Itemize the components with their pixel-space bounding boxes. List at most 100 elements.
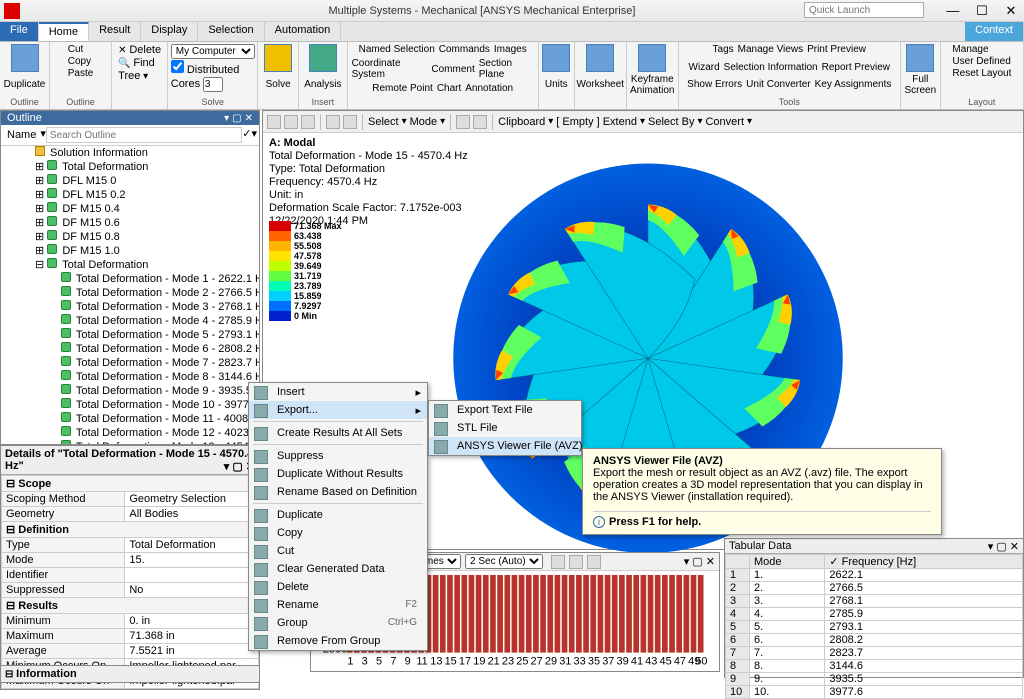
minimize-button[interactable]: —: [940, 3, 966, 18]
worksheet-button[interactable]: Worksheet: [576, 79, 624, 90]
menu-item[interactable]: Export Text File: [429, 401, 581, 419]
view-misc2-icon[interactable]: [473, 115, 487, 129]
view-home-icon[interactable]: [267, 115, 281, 129]
manage-layout-button[interactable]: Manage: [952, 44, 1011, 55]
menu-item[interactable]: Suppress: [249, 447, 427, 465]
tab-context[interactable]: Context: [965, 22, 1024, 41]
comment-button[interactable]: Comment: [431, 64, 474, 75]
tree-node[interactable]: ⊟ Total Deformation: [1, 258, 259, 272]
menu-item[interactable]: Duplicate Without Results: [249, 465, 427, 483]
tree-node[interactable]: ⊞ DF M15 0.6: [1, 216, 259, 230]
images-button[interactable]: Images: [494, 44, 527, 55]
tree-mode-node[interactable]: Total Deformation - Mode 2 - 2766.5 Hz: [1, 286, 259, 300]
tree-mode-node[interactable]: Total Deformation - Mode 6 - 2808.2 Hz: [1, 342, 259, 356]
user-defined-button[interactable]: User Defined: [952, 56, 1011, 67]
section-plane-button[interactable]: Section Plane: [479, 58, 534, 80]
solve-icon[interactable]: [264, 44, 292, 72]
tags-button[interactable]: Tags: [713, 44, 734, 55]
anim-panel-controls[interactable]: ▾ ▢ ✕: [684, 555, 715, 568]
menu-item[interactable]: Insert▸: [249, 383, 427, 401]
fullscreen-icon[interactable]: [906, 44, 934, 72]
chart-button[interactable]: Chart: [437, 83, 461, 94]
tree-node[interactable]: Solution Information: [1, 146, 259, 160]
menu-item[interactable]: Copy: [249, 524, 427, 542]
commands-button[interactable]: Commands: [439, 44, 490, 55]
solve-button[interactable]: Solve: [266, 79, 291, 90]
close-button[interactable]: ✕: [998, 3, 1024, 19]
tree-mode-node[interactable]: Total Deformation - Mode 11 - 4008.9 Hz: [1, 412, 259, 426]
view-pan-icon[interactable]: [326, 115, 340, 129]
tree-mode-node[interactable]: Total Deformation - Mode 7 - 2823.7 Hz: [1, 356, 259, 370]
annotation-button[interactable]: Annotation: [465, 83, 513, 94]
view-fit-icon[interactable]: [343, 115, 357, 129]
outline-tree[interactable]: Solution Information⊞ Total Deformation⊞…: [1, 146, 259, 444]
key-assignments-button[interactable]: Key Assignments: [815, 79, 892, 90]
reset-layout-button[interactable]: Reset Layout: [952, 68, 1011, 79]
copy-button[interactable]: Copy: [68, 56, 94, 67]
selectby-dropdown[interactable]: Select By: [648, 116, 694, 128]
maximize-button[interactable]: ☐: [969, 3, 995, 19]
tab-file[interactable]: File: [0, 22, 39, 41]
distributed-checkbox[interactable]: Distributed: [171, 60, 240, 76]
menu-item[interactable]: Create Results At All Sets: [249, 424, 427, 442]
outline-close-icon[interactable]: ✕: [245, 113, 253, 124]
unit-converter-button[interactable]: Unit Converter: [746, 79, 810, 90]
duplicate-icon[interactable]: [11, 44, 39, 72]
outline-undock-icon[interactable]: ▢: [232, 113, 241, 124]
extend-dropdown[interactable]: Extend: [603, 116, 637, 128]
keyframe-icon[interactable]: [638, 44, 666, 72]
context-menu[interactable]: Insert▸Export...▸ Create Results At All S…: [248, 382, 428, 651]
tree-mode-node[interactable]: Total Deformation - Mode 9 - 3935.5 Hz: [1, 384, 259, 398]
solver-target-select[interactable]: My Computer: [171, 44, 255, 59]
coord-system-button[interactable]: Coordinate System: [352, 58, 428, 80]
cores-input[interactable]: [203, 77, 223, 92]
menu-item[interactable]: Export...▸: [249, 401, 427, 419]
menu-item[interactable]: Cut: [249, 542, 427, 560]
show-errors-button[interactable]: Show Errors: [687, 79, 742, 90]
mode-dropdown[interactable]: Mode: [410, 116, 438, 128]
select-dropdown[interactable]: Select: [368, 116, 399, 128]
tab-home[interactable]: Home: [39, 22, 89, 41]
tree-mode-node[interactable]: Total Deformation - Mode 5 - 2793.1 Hz: [1, 328, 259, 342]
tabular-table[interactable]: Mode✓ Frequency [Hz]11.2622.122.2766.533…: [725, 554, 1023, 699]
tree-mode-node[interactable]: Total Deformation - Mode 12 - 4023.9 Hz: [1, 426, 259, 440]
manage-views-button[interactable]: Manage Views: [738, 44, 803, 55]
tab-automation[interactable]: Automation: [265, 22, 342, 41]
menu-item[interactable]: Rename Based on Definition: [249, 483, 427, 501]
tree-mode-node[interactable]: Total Deformation - Mode 8 - 3144.6 Hz: [1, 370, 259, 384]
outline-pin-icon[interactable]: ▾: [224, 113, 229, 124]
tree-mode-node[interactable]: Total Deformation - Mode 1 - 2622.1 Hz: [1, 272, 259, 286]
report-preview-button[interactable]: Report Preview: [822, 62, 890, 73]
full-screen-button[interactable]: Full Screen: [904, 74, 936, 96]
tree-mode-node[interactable]: Total Deformation - Mode 3 - 2768.1 Hz: [1, 300, 259, 314]
analysis-button[interactable]: Analysis: [304, 79, 341, 90]
tree-node[interactable]: ⊞ DF M15 0.4: [1, 202, 259, 216]
outline-search-icon[interactable]: ✓▾: [242, 127, 257, 143]
menu-item[interactable]: ANSYS Viewer File (AVZ): [429, 437, 581, 455]
tab-result[interactable]: Result: [89, 22, 141, 41]
find-button[interactable]: 🔍 Find: [118, 57, 161, 69]
print-preview-button[interactable]: Print Preview: [807, 44, 866, 55]
menu-item[interactable]: GroupCtrl+G: [249, 614, 427, 632]
wizard-button[interactable]: Wizard: [689, 62, 720, 73]
tabular-panel-controls[interactable]: ▾ ▢ ✕: [988, 540, 1019, 553]
duplicate-button[interactable]: Duplicate: [4, 79, 46, 90]
menu-item[interactable]: Clear Generated Data: [249, 560, 427, 578]
tree-node[interactable]: ⊞ DFL M15 0.2: [1, 188, 259, 202]
menu-item[interactable]: RenameF2: [249, 596, 427, 614]
anim-opt3-icon[interactable]: [587, 555, 601, 569]
tree-mode-node[interactable]: Total Deformation - Mode 10 - 3977.6 Hz: [1, 398, 259, 412]
outline-search-input[interactable]: [46, 127, 242, 143]
menu-item[interactable]: Duplicate: [249, 506, 427, 524]
anim-opt1-icon[interactable]: [551, 555, 565, 569]
export-submenu[interactable]: Export Text FileSTL FileANSYS Viewer Fil…: [428, 400, 582, 456]
tree-button[interactable]: Tree ▾: [118, 70, 161, 82]
menu-item[interactable]: Remove From Group: [249, 632, 427, 650]
view-misc1-icon[interactable]: [456, 115, 470, 129]
tree-node[interactable]: ⊞ DF M15 0.8: [1, 230, 259, 244]
keyframe-button[interactable]: Keyframe Animation: [630, 74, 674, 96]
tree-mode-node[interactable]: Total Deformation - Mode 13 - 4454.6 Hz: [1, 440, 259, 444]
menu-item[interactable]: Delete: [249, 578, 427, 596]
remote-point-button[interactable]: Remote Point: [372, 83, 433, 94]
cut-button[interactable]: Cut: [68, 44, 94, 55]
